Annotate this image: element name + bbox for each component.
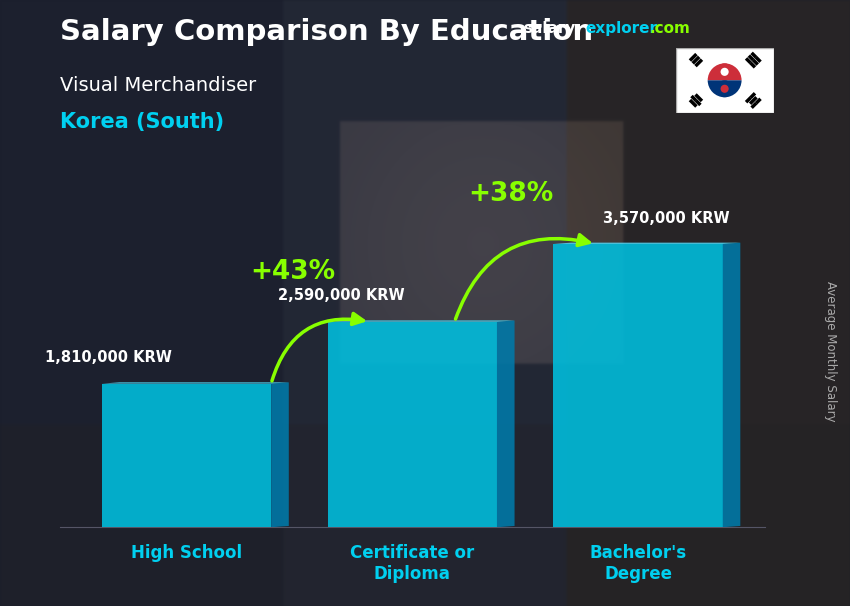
Circle shape xyxy=(717,80,733,97)
Text: Average Monthly Salary: Average Monthly Salary xyxy=(824,281,837,422)
Polygon shape xyxy=(327,321,514,322)
Text: 2,590,000 KRW: 2,590,000 KRW xyxy=(279,288,405,304)
Polygon shape xyxy=(553,244,722,527)
Text: Korea (South): Korea (South) xyxy=(60,112,224,132)
Polygon shape xyxy=(676,48,774,113)
Text: +43%: +43% xyxy=(250,259,335,285)
Text: 3,570,000 KRW: 3,570,000 KRW xyxy=(603,210,729,225)
Text: explorer: explorer xyxy=(586,21,658,36)
Text: 1,810,000 KRW: 1,810,000 KRW xyxy=(45,350,173,365)
Text: salary: salary xyxy=(523,21,575,36)
Polygon shape xyxy=(327,322,497,527)
Polygon shape xyxy=(722,242,740,527)
Polygon shape xyxy=(271,382,289,527)
Circle shape xyxy=(721,68,728,76)
Circle shape xyxy=(721,85,728,93)
Text: Salary Comparison By Education: Salary Comparison By Education xyxy=(60,18,592,46)
Polygon shape xyxy=(102,384,271,527)
Wedge shape xyxy=(708,80,741,97)
Circle shape xyxy=(717,64,733,80)
Text: .com: .com xyxy=(649,21,690,36)
Text: +38%: +38% xyxy=(468,181,553,207)
Text: Visual Merchandiser: Visual Merchandiser xyxy=(60,76,256,95)
Polygon shape xyxy=(102,382,289,384)
Wedge shape xyxy=(708,64,741,80)
Polygon shape xyxy=(497,321,514,527)
Polygon shape xyxy=(553,242,740,244)
